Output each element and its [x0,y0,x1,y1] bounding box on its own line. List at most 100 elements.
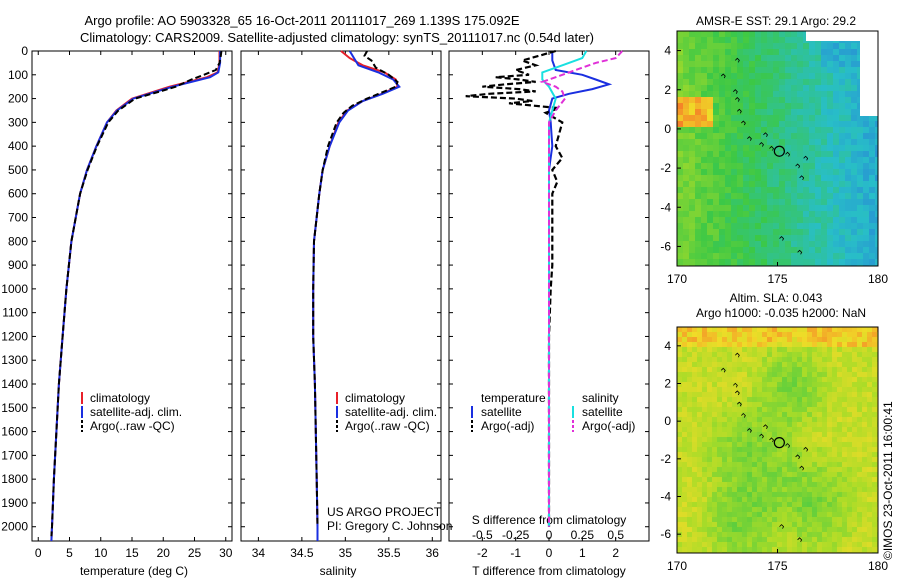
map-cell [742,467,747,472]
map-cell [821,259,827,265]
map-cell [867,452,872,457]
map-nodata [806,31,878,41]
map-cell [867,417,872,422]
map-cell [827,352,832,357]
map-cell [797,31,803,37]
x-tick-label: 34.5 [290,546,314,560]
map-cell [762,412,767,417]
map-cell [791,199,797,205]
map-cell [707,522,712,527]
map-cell [782,547,787,552]
map-cell [847,467,852,472]
map-cell [743,67,749,73]
map-cell [782,402,787,407]
map-cell [833,43,839,49]
map-cell [683,55,689,61]
map-cell [742,422,747,427]
map-cell [862,482,867,487]
map-cell [802,367,807,372]
map-cell [722,417,727,422]
map-cell [837,537,842,542]
map-cell [737,407,742,412]
map-cell [869,127,875,133]
map-cell [731,73,737,79]
map-cell [837,547,842,552]
map-cell [727,477,732,482]
map-cell [737,157,743,163]
map-cell [862,512,867,517]
map-cell [772,397,777,402]
map-cell [743,199,749,205]
map-cell [852,512,857,517]
map-cell [832,422,837,427]
map-cell [815,175,821,181]
map-cell [821,85,827,91]
map-cell [767,67,773,73]
map-cell [697,532,702,537]
depth-tick-label: 500 [8,163,28,177]
map-cell [762,332,767,337]
map-cell [717,407,722,412]
map-cell [755,91,761,97]
map-cell [845,241,851,247]
x-tick-label: 10 [94,546,108,560]
map-cell [731,169,737,175]
map-cell [863,115,869,121]
map-cell [827,241,833,247]
map-cell [785,259,791,265]
map-cell [777,347,782,352]
map-cell [802,372,807,377]
map-cell [787,392,792,397]
map-cell [697,347,702,352]
map-cell [837,327,842,332]
map-cell [792,452,797,457]
map-cell [777,337,782,342]
map-cell [719,121,725,127]
map-cell [817,332,822,337]
map-cell [821,175,827,181]
map-cell [692,412,697,417]
map-cell [827,342,832,347]
map-cell [742,487,747,492]
map-cell [845,205,851,211]
map-cell [692,437,697,442]
map-cell [842,377,847,382]
map-cell [785,79,791,85]
map-cell [807,327,812,332]
map-cell [791,79,797,85]
map-cell [869,217,875,223]
map-cell [722,382,727,387]
pi-annotation: PI: Gregory C. Johnson [327,519,452,533]
map-cell [852,422,857,427]
map-cell [701,97,707,103]
map-cell [737,181,743,187]
map-cell [787,407,792,412]
map-cell [692,442,697,447]
map-cell [852,417,857,422]
map-cell [827,527,832,532]
map-cell [762,447,767,452]
map-cell [857,547,862,552]
map-cell [757,332,762,337]
map-cell [687,467,692,472]
map-cell [785,121,791,127]
map-cell [827,397,832,402]
map-cell [872,372,877,377]
map-cell [872,392,877,397]
map-cell [832,332,837,337]
map-cell [792,352,797,357]
map-cell [719,43,725,49]
map-cell [803,61,809,67]
map-cell [742,397,747,402]
map-cell [857,199,863,205]
map-cell [815,217,821,223]
map-cell [792,432,797,437]
map-cell [755,253,761,259]
map-cell [827,103,833,109]
map-cell [712,402,717,407]
map-cell [757,447,762,452]
map-cell [702,482,707,487]
map-cell [695,157,701,163]
map-cell [842,492,847,497]
map-cell [761,217,767,223]
